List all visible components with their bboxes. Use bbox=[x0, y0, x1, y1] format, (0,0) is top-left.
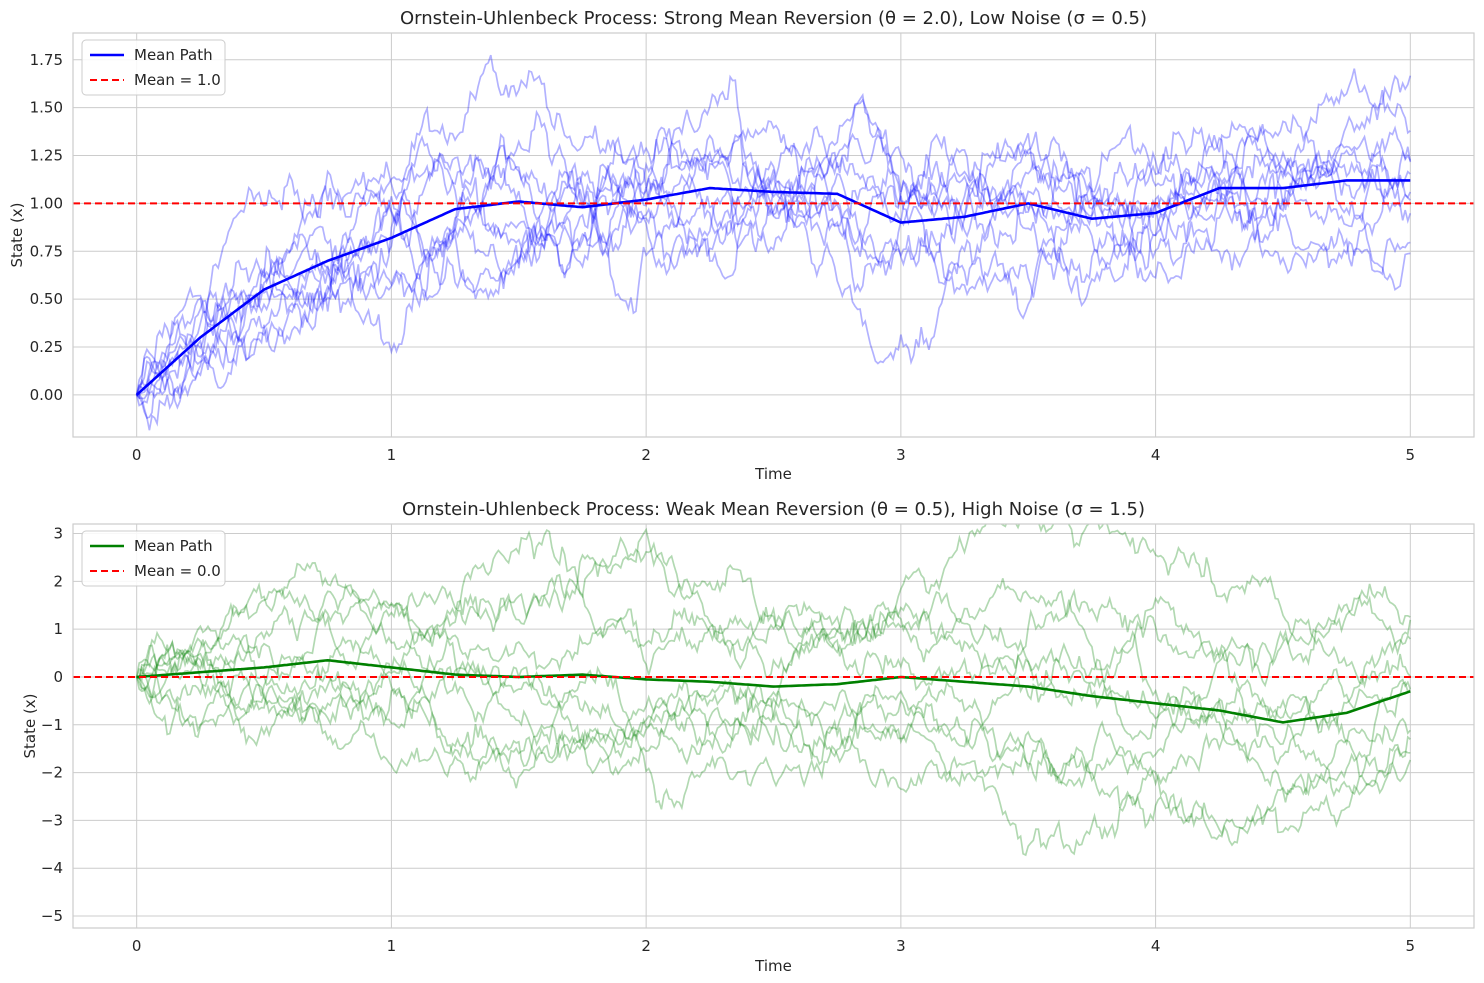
y-tick-label: 1.25 bbox=[30, 147, 63, 165]
y-tick-label: −2 bbox=[41, 764, 63, 782]
series-group bbox=[73, 524, 1474, 857]
x-tick-label: 5 bbox=[1406, 937, 1416, 955]
sample-path-6 bbox=[136, 583, 1411, 772]
sample-path-7 bbox=[135, 74, 1411, 407]
y-tick-label: −1 bbox=[41, 716, 63, 734]
y-tick-label: 0.25 bbox=[30, 338, 63, 356]
plot-area bbox=[73, 524, 1474, 928]
x-tick-label: 3 bbox=[896, 446, 906, 464]
sample-path-1 bbox=[135, 54, 1412, 396]
legend-label-mean-path: Mean Path bbox=[134, 537, 213, 555]
mean-path-line bbox=[136, 658, 1411, 724]
sample-path-8 bbox=[135, 639, 1411, 794]
series-group bbox=[73, 54, 1474, 431]
x-tick-label: 3 bbox=[896, 937, 906, 955]
x-tick-label: 1 bbox=[387, 446, 397, 464]
sample-path-6 bbox=[135, 123, 1412, 398]
axes-frame bbox=[72, 523, 1475, 929]
sample-path-10 bbox=[136, 134, 1411, 420]
x-tick-label: 1 bbox=[387, 937, 397, 955]
axes-frame bbox=[72, 32, 1475, 438]
x-tick-label: 4 bbox=[1151, 446, 1161, 464]
x-tick-label: 0 bbox=[132, 937, 142, 955]
sample-path-10 bbox=[135, 527, 1411, 700]
x-tick-label: 5 bbox=[1406, 446, 1416, 464]
sample-path-3 bbox=[135, 635, 1412, 811]
sample-path-5 bbox=[136, 126, 1412, 400]
y-tick-label: −4 bbox=[41, 859, 63, 877]
sample-path-4 bbox=[136, 524, 1412, 722]
sample-path-4 bbox=[136, 74, 1412, 431]
y-tick-label: 1.50 bbox=[30, 99, 63, 117]
chart-title: Ornstein-Uhlenbeck Process: Weak Mean Re… bbox=[402, 499, 1145, 520]
y-tick-label: 0.75 bbox=[30, 242, 63, 260]
sample-path-2 bbox=[135, 109, 1411, 396]
sample-path-5 bbox=[136, 573, 1411, 767]
x-axis-label: Time bbox=[754, 957, 792, 975]
y-tick-label: 1.00 bbox=[30, 194, 63, 212]
y-tick-label: 0 bbox=[53, 668, 63, 686]
sample-path-9 bbox=[136, 98, 1412, 410]
sample-path-3 bbox=[135, 92, 1411, 396]
chart-title: Ornstein-Uhlenbeck Process: Strong Mean … bbox=[400, 8, 1147, 29]
y-tick-label: 1.75 bbox=[30, 51, 63, 69]
sample-path-7 bbox=[135, 664, 1411, 803]
y-tick-label: 2 bbox=[53, 572, 63, 590]
sample-path-2 bbox=[136, 562, 1412, 857]
y-axis-label: State (x) bbox=[21, 693, 39, 758]
x-tick-label: 4 bbox=[1151, 937, 1161, 955]
x-axis-label: Time bbox=[754, 465, 792, 483]
sample-path-8 bbox=[136, 68, 1411, 399]
y-tick-label: −5 bbox=[41, 907, 63, 925]
y-axis-label: State (x) bbox=[8, 202, 26, 267]
sample-path-9 bbox=[136, 536, 1411, 747]
x-tick-label: 2 bbox=[641, 937, 651, 955]
chart-2: 0 1 2 3 4 5 −5 −4 −3 −2 −1 0 1 2 3 Ornstein-Uhlenbeck P… bbox=[21, 499, 1475, 975]
legend-label-mean-path: Mean Path bbox=[134, 46, 213, 64]
x-tick-label: 2 bbox=[641, 446, 651, 464]
x-tick-label: 0 bbox=[132, 446, 142, 464]
y-tick-label: −3 bbox=[41, 811, 63, 829]
y-tick-label: 1 bbox=[53, 620, 63, 638]
y-tick-label: 0.50 bbox=[30, 290, 63, 308]
plot-area bbox=[73, 33, 1474, 437]
legend-label-reference: Mean = 1.0 bbox=[134, 71, 221, 89]
mean-path-line bbox=[135, 179, 1411, 396]
legend: Mean Path Mean = 1.0 bbox=[81, 39, 226, 96]
chart-1: 0 1 2 3 4 5 0.00 0.25 0.50 0.75 1.00 1.25 1.50 1.75 Or… bbox=[8, 8, 1475, 483]
sample-path-1 bbox=[136, 675, 1411, 847]
legend-label-reference: Mean = 0.0 bbox=[134, 562, 221, 580]
y-tick-label: 3 bbox=[53, 525, 63, 543]
legend: Mean Path Mean = 0.0 bbox=[81, 530, 226, 587]
y-tick-label: 0.00 bbox=[30, 386, 63, 404]
